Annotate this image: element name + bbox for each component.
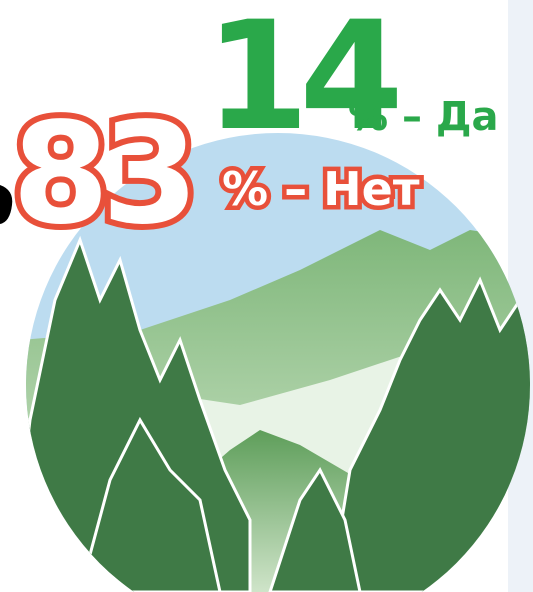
no-label: % – Нет <box>222 162 420 216</box>
no-number: 83 <box>12 93 191 256</box>
infographic: 14 % – Да 83 % – Нет <box>0 0 533 592</box>
page: {"stats": [{"value": 14, "label": "% – Д… <box>0 0 533 592</box>
cut-letter <box>0 185 12 224</box>
yes-label: % – Да <box>348 94 499 140</box>
